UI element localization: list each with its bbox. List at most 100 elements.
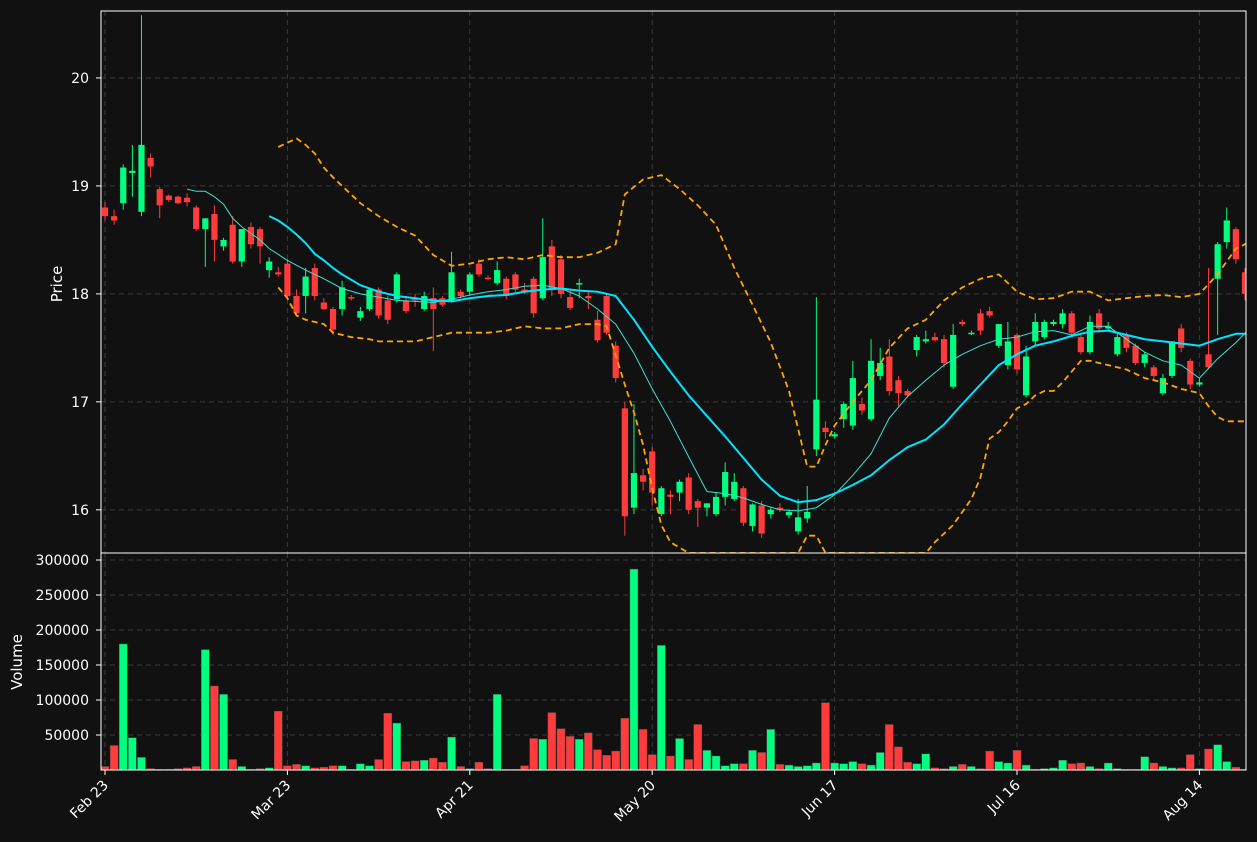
candle	[329, 306, 337, 335]
volume-bar	[365, 765, 374, 770]
volume-bar	[283, 765, 292, 770]
candle	[685, 473, 692, 515]
volume-bar	[775, 764, 785, 770]
candle-body	[320, 302, 327, 309]
candle	[1241, 267, 1246, 301]
candle-body	[293, 296, 300, 314]
candle-body	[758, 505, 765, 534]
candle	[275, 266, 282, 277]
volume-bar	[848, 761, 858, 770]
volume-bar	[684, 759, 693, 770]
candle-body	[913, 337, 920, 351]
volume-bar	[1049, 767, 1058, 770]
candle-body	[612, 345, 619, 379]
candle-body	[1050, 321, 1057, 325]
candle-body	[366, 289, 373, 309]
candle	[384, 296, 391, 325]
candle	[1141, 352, 1148, 368]
price-grid	[101, 11, 1246, 770]
volume-bar	[985, 750, 994, 770]
candle	[585, 291, 592, 309]
candle-body	[1041, 321, 1048, 338]
candle-body	[1214, 244, 1221, 279]
candle-body	[548, 246, 555, 290]
volume-bar	[657, 645, 666, 770]
volume-bar	[1140, 756, 1149, 770]
candle	[1114, 332, 1121, 357]
candle-body	[156, 189, 163, 206]
volume-bar	[648, 754, 657, 770]
candle	[1205, 267, 1212, 370]
candle	[238, 229, 245, 267]
volume-bar	[274, 711, 283, 770]
candle	[512, 272, 519, 292]
candle	[293, 289, 300, 316]
volume-bar	[492, 694, 502, 770]
candle-body	[129, 170, 136, 173]
volume-bar	[1167, 767, 1177, 770]
candle	[348, 294, 355, 301]
candle	[1050, 319, 1057, 327]
candle	[895, 375, 902, 407]
volume-bar	[182, 767, 192, 770]
volume-bar	[739, 763, 748, 770]
candle-body	[302, 276, 309, 297]
candle	[594, 311, 601, 343]
candle-body	[466, 274, 473, 292]
volume-panel: 50000 100000 150000 200000 250000 300000 Volu…	[8, 552, 1247, 771]
candle	[986, 306, 993, 318]
candle-body	[767, 509, 774, 515]
volume-bar	[410, 760, 420, 770]
candle-body	[685, 477, 692, 510]
candle-body	[411, 298, 419, 301]
volume-bar	[921, 753, 930, 770]
volume-bar	[1213, 744, 1222, 770]
candle-body	[1132, 345, 1139, 363]
candle	[247, 222, 255, 249]
candle-body	[904, 391, 911, 396]
candle-body	[220, 239, 227, 247]
candle	[193, 205, 200, 232]
volume-bar	[593, 749, 602, 770]
candle-body	[776, 507, 783, 510]
candle	[229, 216, 236, 264]
volume-bar	[1204, 748, 1213, 770]
candle-body	[256, 229, 264, 247]
candle-body	[676, 481, 683, 493]
volume-bar	[447, 736, 456, 770]
volume-bar	[757, 752, 766, 770]
candle	[311, 263, 318, 301]
candle	[1132, 343, 1139, 366]
candle-body	[639, 475, 647, 482]
candle	[731, 473, 738, 502]
candle	[1168, 341, 1176, 379]
candle	[1068, 311, 1075, 338]
candle-body	[202, 218, 209, 230]
volume-bar	[429, 757, 438, 770]
candle-body	[147, 157, 154, 167]
candle	[202, 218, 209, 267]
candle-body	[193, 207, 200, 230]
volume-bar	[793, 766, 803, 770]
volume-bar	[219, 694, 228, 770]
candle-body	[858, 404, 866, 411]
candle-body	[968, 332, 975, 335]
candle-body	[1077, 337, 1084, 353]
volume-bar	[1176, 767, 1186, 770]
candle	[676, 479, 683, 502]
volume-bar	[948, 766, 958, 770]
candle-body	[211, 213, 218, 240]
candle-body	[621, 408, 628, 517]
volume-tick-label: 50000	[44, 728, 89, 744]
candle	[357, 306, 364, 321]
volume-bar	[128, 737, 137, 770]
volume-bar	[894, 746, 903, 770]
candle-body	[393, 274, 400, 300]
candle	[694, 499, 701, 528]
candle	[995, 324, 1002, 348]
candle	[156, 186, 163, 219]
candle-body	[603, 296, 610, 333]
volume-panel-frame	[100, 552, 1247, 771]
volume-bar	[1012, 750, 1022, 770]
candle	[484, 275, 492, 280]
